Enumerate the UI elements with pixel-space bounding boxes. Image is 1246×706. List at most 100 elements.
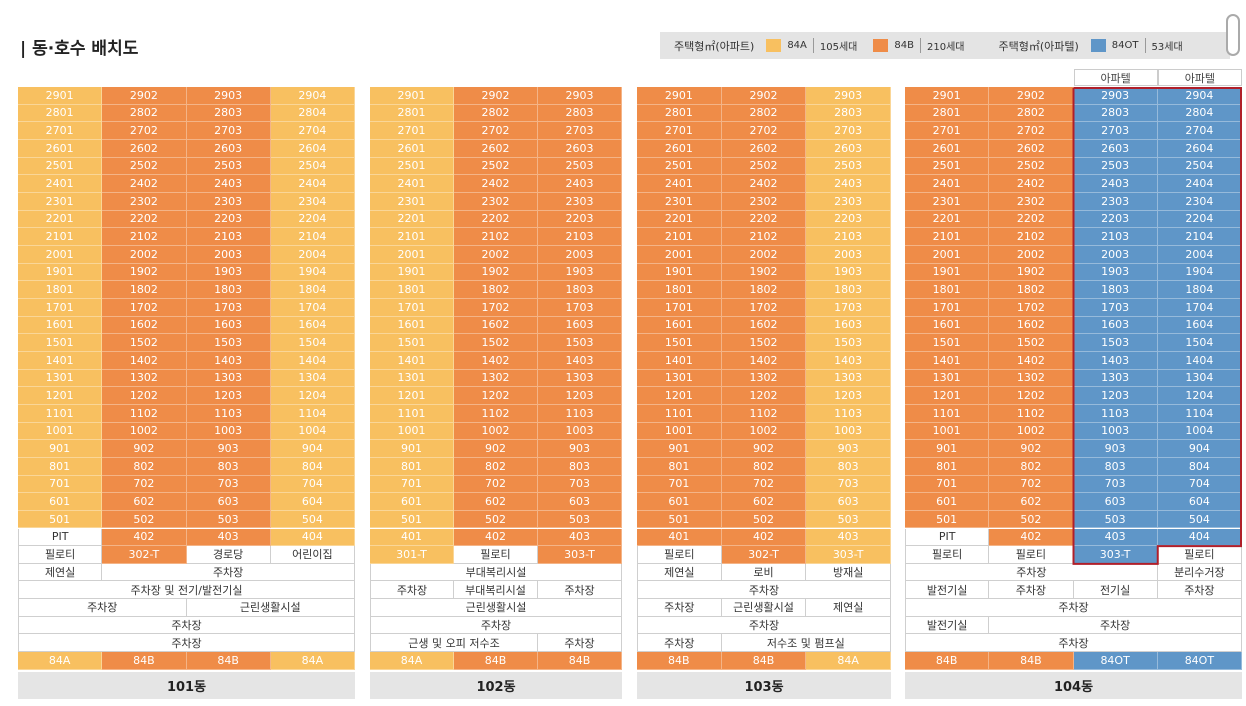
unit-cell-2002[interactable]: 2002: [989, 245, 1074, 264]
unit-cell-903[interactable]: 903: [806, 440, 891, 458]
unit-cell-1402[interactable]: 1402: [721, 351, 807, 370]
unit-cell-801[interactable]: 801: [370, 457, 454, 476]
unit-cell-1803[interactable]: 1803: [1073, 281, 1158, 299]
unit-cell-801[interactable]: 801: [637, 457, 722, 476]
unit-cell-1202[interactable]: 1202: [454, 387, 538, 405]
unit-cell-1001[interactable]: 1001: [370, 422, 454, 441]
unit-cell-1601[interactable]: 1601: [370, 316, 454, 335]
unit-cell-402[interactable]: 402: [454, 528, 538, 547]
unit-cell-2503[interactable]: 2503: [538, 157, 622, 176]
unit-cell-2403[interactable]: 2403: [806, 175, 891, 193]
unit-cell-2801[interactable]: 2801: [637, 104, 722, 123]
unit-cell-803[interactable]: 803: [806, 457, 891, 476]
unit-cell-1602[interactable]: 1602: [102, 316, 187, 335]
unit-cell-1903[interactable]: 1903: [1073, 263, 1158, 282]
unit-cell-1603[interactable]: 1603: [1073, 316, 1158, 335]
unit-cell-703[interactable]: 703: [1073, 475, 1158, 494]
unit-cell-2801[interactable]: 2801: [18, 104, 103, 123]
unit-cell-2703[interactable]: 2703: [1073, 122, 1158, 140]
unit-cell-1401[interactable]: 1401: [905, 351, 990, 370]
unit-cell-2501[interactable]: 2501: [637, 157, 722, 176]
unit-cell-2103[interactable]: 2103: [1073, 228, 1158, 246]
unit-cell-2103[interactable]: 2103: [186, 228, 271, 246]
unit-cell-1901[interactable]: 1901: [905, 263, 990, 282]
unit-cell-802[interactable]: 802: [454, 457, 538, 476]
unit-cell-2102[interactable]: 2102: [989, 228, 1074, 246]
unit-cell-2501[interactable]: 2501: [905, 157, 990, 176]
unit-cell-1101[interactable]: 1101: [637, 404, 722, 423]
unit-cell-2402[interactable]: 2402: [102, 175, 187, 193]
unit-cell-1701[interactable]: 1701: [637, 298, 722, 317]
unit-cell-1704[interactable]: 1704: [1157, 298, 1242, 317]
unit-cell-2301[interactable]: 2301: [905, 192, 990, 211]
unit-cell-303-T[interactable]: 303-T: [806, 546, 891, 564]
unit-cell-802[interactable]: 802: [989, 457, 1074, 476]
unit-cell-503[interactable]: 503: [186, 510, 271, 529]
unit-cell-2404[interactable]: 2404: [270, 175, 355, 193]
unit-cell-601[interactable]: 601: [905, 493, 990, 511]
unit-cell-2703[interactable]: 2703: [538, 122, 622, 140]
unit-cell-1904[interactable]: 1904: [270, 263, 355, 282]
unit-cell-701[interactable]: 701: [18, 475, 103, 494]
unit-cell-2202[interactable]: 2202: [721, 210, 807, 229]
unit-cell-2402[interactable]: 2402: [721, 175, 807, 193]
unit-cell-2803[interactable]: 2803: [538, 104, 622, 123]
unit-cell-1103[interactable]: 1103: [186, 404, 271, 423]
unit-cell-2602[interactable]: 2602: [454, 139, 538, 158]
unit-cell-2704[interactable]: 2704: [1157, 122, 1242, 140]
unit-cell-2303[interactable]: 2303: [186, 192, 271, 211]
unit-cell-2101[interactable]: 2101: [637, 228, 722, 246]
unit-cell-403[interactable]: 403: [538, 528, 622, 547]
unit-cell-1202[interactable]: 1202: [721, 387, 807, 405]
unit-cell-1701[interactable]: 1701: [905, 298, 990, 317]
unit-cell-1304[interactable]: 1304: [270, 369, 355, 388]
unit-cell-1801[interactable]: 1801: [905, 281, 990, 299]
unit-cell-2501[interactable]: 2501: [370, 157, 454, 176]
unit-cell-501[interactable]: 501: [18, 510, 103, 529]
unit-cell-1602[interactable]: 1602: [454, 316, 538, 335]
unit-cell-2301[interactable]: 2301: [637, 192, 722, 211]
unit-cell-2304[interactable]: 2304: [1157, 192, 1242, 211]
unit-cell-2003[interactable]: 2003: [1073, 245, 1158, 264]
unit-cell-2302[interactable]: 2302: [454, 192, 538, 211]
unit-cell-2102[interactable]: 2102: [721, 228, 807, 246]
unit-cell-2802[interactable]: 2802: [989, 104, 1074, 123]
unit-cell-1002[interactable]: 1002: [721, 422, 807, 441]
unit-cell-1402[interactable]: 1402: [989, 351, 1074, 370]
unit-cell-502[interactable]: 502: [102, 510, 187, 529]
unit-cell-702[interactable]: 702: [102, 475, 187, 494]
unit-cell-1301[interactable]: 1301: [18, 369, 103, 388]
unit-cell-2102[interactable]: 2102: [454, 228, 538, 246]
unit-cell-1103[interactable]: 1103: [1073, 404, 1158, 423]
unit-cell-604[interactable]: 604: [270, 493, 355, 511]
unit-cell-2503[interactable]: 2503: [186, 157, 271, 176]
unit-cell-1602[interactable]: 1602: [721, 316, 807, 335]
scrollbar-handle[interactable]: [1226, 14, 1240, 56]
unit-cell-1802[interactable]: 1802: [721, 281, 807, 299]
unit-cell-1902[interactable]: 1902: [102, 263, 187, 282]
unit-cell-1203[interactable]: 1203: [1073, 387, 1158, 405]
unit-cell-2004[interactable]: 2004: [270, 245, 355, 264]
unit-cell-2603[interactable]: 2603: [806, 139, 891, 158]
unit-cell-903[interactable]: 903: [1073, 440, 1158, 458]
unit-cell-503[interactable]: 503: [806, 510, 891, 529]
unit-cell-1201[interactable]: 1201: [637, 387, 722, 405]
unit-cell-1902[interactable]: 1902: [721, 263, 807, 282]
unit-cell-1204[interactable]: 1204: [270, 387, 355, 405]
unit-cell-901[interactable]: 901: [18, 440, 103, 458]
unit-cell-1703[interactable]: 1703: [1073, 298, 1158, 317]
unit-cell-2701[interactable]: 2701: [370, 122, 454, 140]
unit-cell-2703[interactable]: 2703: [186, 122, 271, 140]
unit-cell-1802[interactable]: 1802: [102, 281, 187, 299]
unit-cell-804[interactable]: 804: [1157, 457, 1242, 476]
unit-cell-403[interactable]: 403: [186, 528, 271, 547]
unit-cell-1001[interactable]: 1001: [905, 422, 990, 441]
unit-cell-2903[interactable]: 2903: [1073, 87, 1158, 105]
unit-cell-1701[interactable]: 1701: [18, 298, 103, 317]
unit-cell-1703[interactable]: 1703: [186, 298, 271, 317]
unit-cell-2203[interactable]: 2203: [1073, 210, 1158, 229]
unit-cell-2802[interactable]: 2802: [102, 104, 187, 123]
unit-cell-2104[interactable]: 2104: [270, 228, 355, 246]
unit-cell-1601[interactable]: 1601: [905, 316, 990, 335]
unit-cell-1202[interactable]: 1202: [102, 387, 187, 405]
